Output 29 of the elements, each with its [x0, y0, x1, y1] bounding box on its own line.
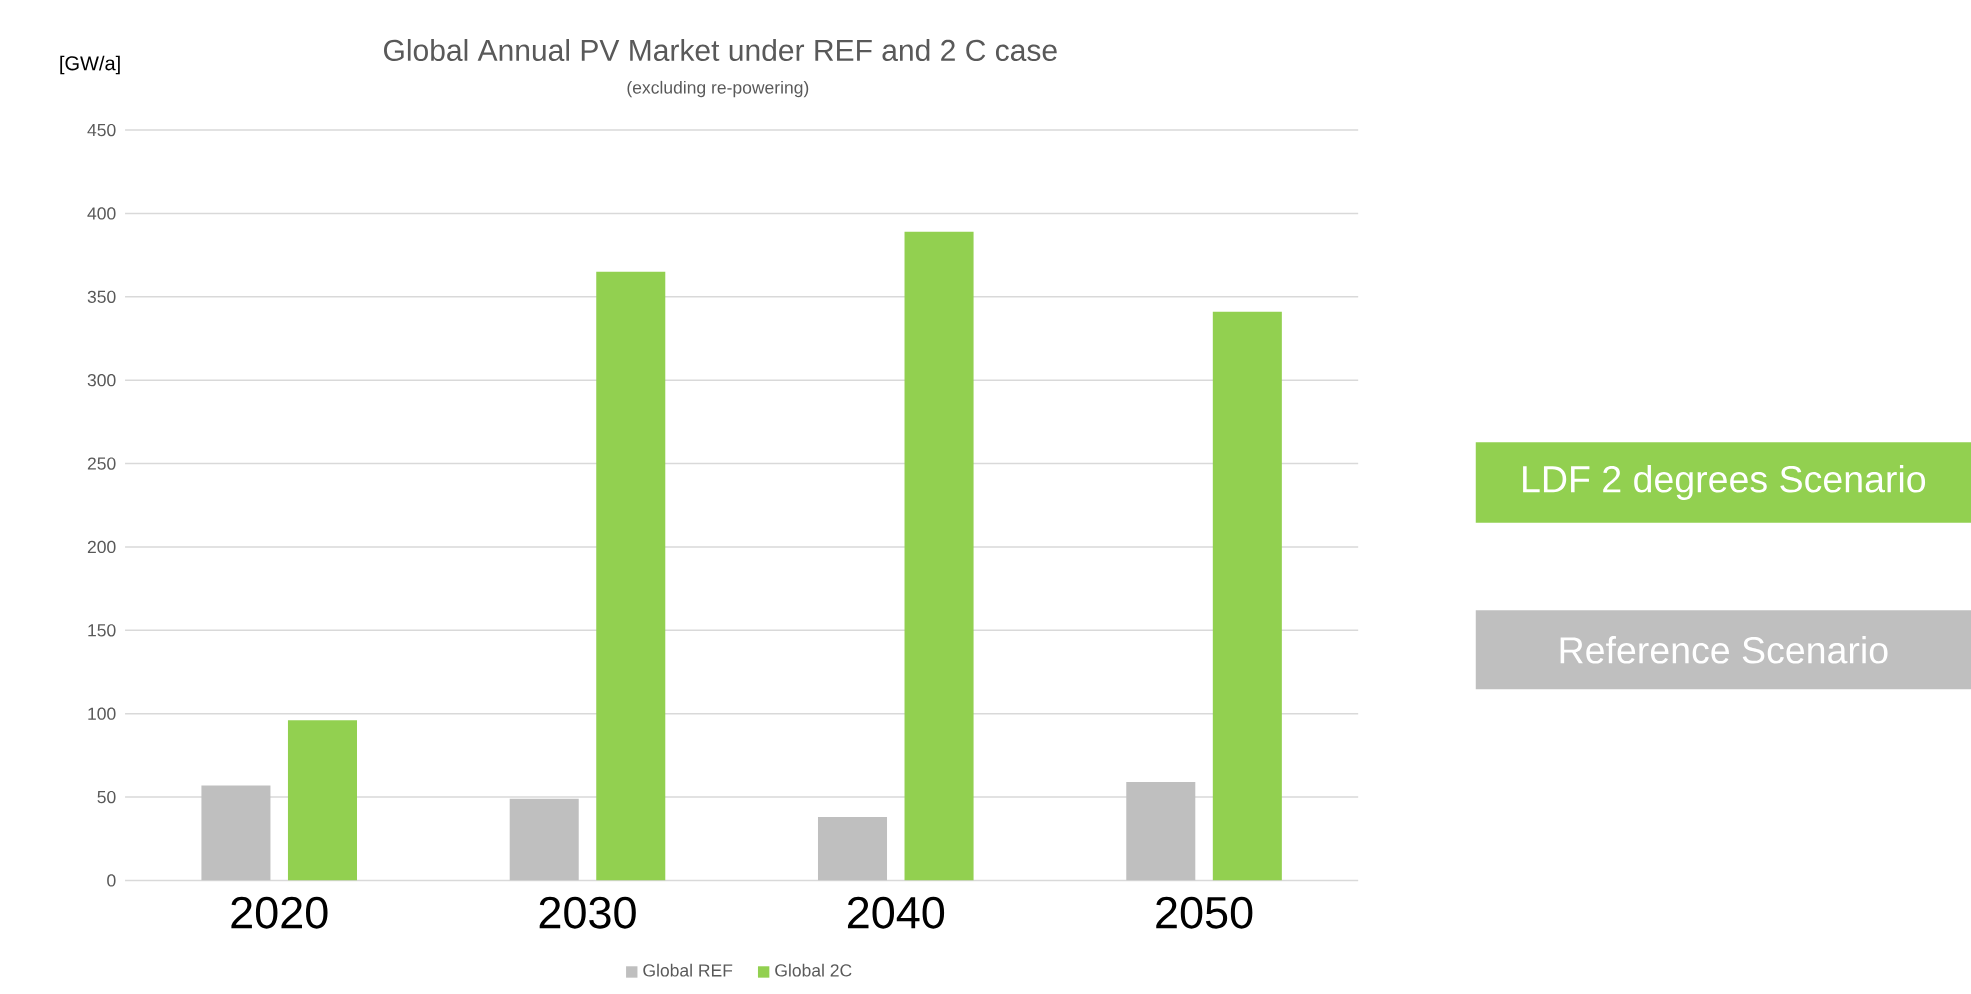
y-tick-label: 300 — [87, 373, 116, 387]
y-tick-label: 250 — [87, 457, 116, 470]
text: Reference Scenario — [1560, 635, 1888, 664]
x-tick-label: 2050 — [1156, 896, 1253, 929]
y-tick-label: 200 — [87, 540, 116, 553]
bar — [596, 271, 666, 881]
y-tick-label: 150 — [88, 623, 116, 637]
x-tick-label: 2020 — [231, 896, 328, 929]
y-tick-label: 450 — [87, 123, 116, 136]
bar — [287, 720, 357, 881]
chart-subtitle: (excluding re-powering) — [627, 80, 809, 97]
x-tick-label: 2030 — [539, 896, 636, 929]
y-tick-label: 100 — [88, 707, 116, 720]
y-tick-label: 0 — [107, 874, 116, 887]
legend-label: Global REF — [643, 963, 733, 977]
y-axis-title: [GW/a] — [60, 55, 120, 75]
bar — [904, 231, 974, 881]
bar — [1126, 781, 1196, 881]
chart-title: Global Annual PV Market under REF and 2 C case — [384, 38, 1057, 61]
bar — [817, 816, 888, 881]
x-tick-label: 2040 — [847, 896, 945, 929]
y-tick-label: 350 — [87, 290, 116, 303]
y-tick-label: 50 — [97, 790, 116, 803]
bar — [509, 798, 579, 881]
bar — [201, 785, 271, 881]
legend-label: Global 2C — [775, 963, 852, 977]
y-tick-label: 400 — [87, 207, 116, 220]
text: LDF 2 degrees Scenario — [1523, 464, 1926, 500]
bar — [1212, 311, 1282, 881]
